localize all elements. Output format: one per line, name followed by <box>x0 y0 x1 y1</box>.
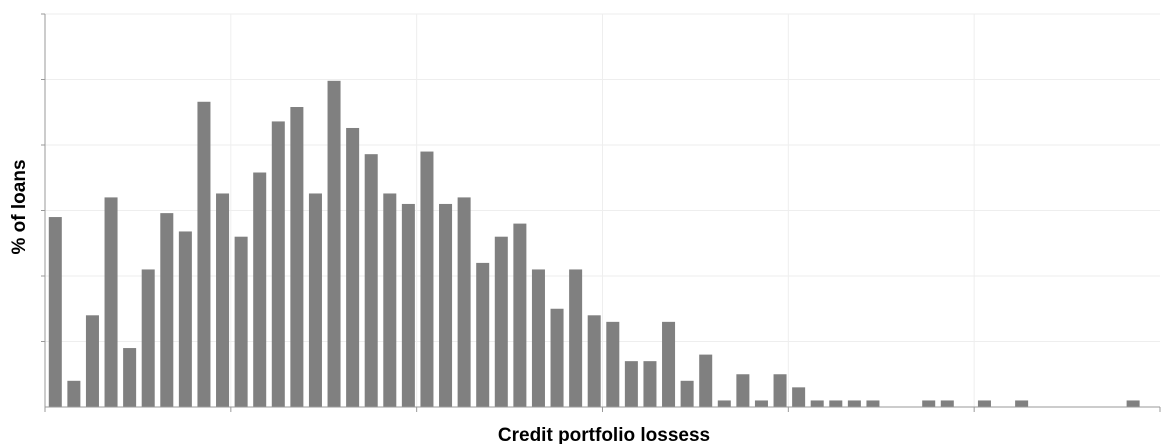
bar <box>271 121 285 408</box>
bar <box>1126 400 1140 407</box>
bar <box>48 217 62 407</box>
bar <box>104 197 118 407</box>
bar <box>327 80 341 407</box>
bar <box>290 107 304 407</box>
bar <box>940 400 954 407</box>
bar <box>717 400 731 407</box>
bar <box>457 197 471 407</box>
bar <box>624 361 638 407</box>
bar <box>847 400 861 407</box>
bar <box>643 361 657 407</box>
bar <box>476 262 490 407</box>
bar <box>810 400 824 407</box>
y-axis-title: % of loans <box>9 159 30 254</box>
bars <box>48 80 1140 408</box>
bar <box>531 269 545 407</box>
bar <box>253 172 267 407</box>
bar <box>754 400 768 407</box>
bar <box>494 236 508 407</box>
bar <box>364 154 378 407</box>
bar <box>792 387 806 407</box>
bar <box>178 231 192 407</box>
bar <box>383 193 397 407</box>
gridlines <box>45 13 1160 407</box>
bar <box>606 321 620 407</box>
bar <box>420 151 434 407</box>
bar <box>439 203 453 407</box>
bar <box>67 380 81 407</box>
bar <box>922 400 936 407</box>
x-axis-title: Credit portfolio lossess <box>498 425 710 444</box>
bar <box>829 400 843 407</box>
bar <box>680 380 694 407</box>
bar <box>977 400 991 407</box>
bar <box>160 213 174 407</box>
bar <box>1015 400 1029 407</box>
bar <box>401 203 415 407</box>
bar <box>736 374 750 407</box>
bar <box>85 315 99 407</box>
bar <box>346 127 360 407</box>
bar <box>513 223 527 407</box>
bar <box>866 400 880 407</box>
bar <box>141 269 155 407</box>
axes <box>41 13 1161 412</box>
bar <box>699 354 713 407</box>
bar <box>123 348 137 407</box>
bar <box>662 321 676 407</box>
bar <box>569 269 583 407</box>
bar <box>216 193 230 407</box>
bar <box>234 236 248 407</box>
bar <box>308 193 322 407</box>
bar <box>197 101 211 408</box>
bar <box>550 308 564 407</box>
bar <box>587 315 601 407</box>
bar <box>773 374 787 407</box>
